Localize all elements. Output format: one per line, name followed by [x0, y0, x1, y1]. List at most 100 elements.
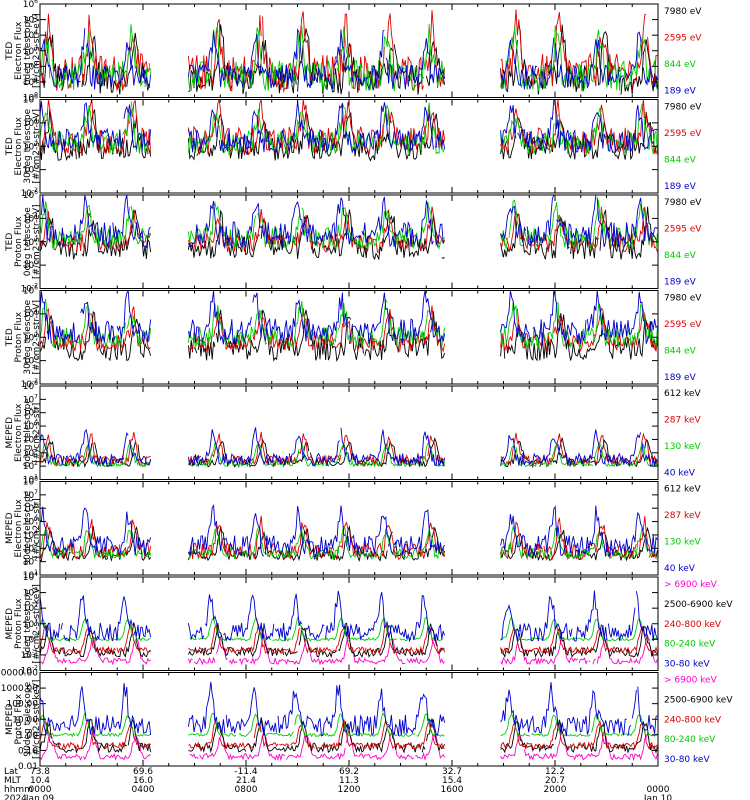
y-axis-label-line: [#/cm2-s-str-keV]: [32, 680, 42, 759]
y-tick-label: 106: [23, 189, 38, 201]
time-axis-value: 20.7: [545, 776, 565, 786]
legend-entry-1: 612 keV: [664, 389, 701, 399]
y-tick-label: 102: [23, 236, 38, 248]
series-4-trace: [40, 427, 658, 468]
y-axis-label-line: TED: [5, 137, 15, 156]
y-tick-label: 100: [23, 92, 38, 104]
legend-entry-4: 80-240 keV: [664, 640, 716, 650]
time-axis-value: 32.7: [442, 767, 462, 777]
y-axis-label-line: 0deg telescope: [23, 398, 33, 468]
legend-entry-1: 7980 eV: [664, 103, 702, 113]
y-tick-label: 10-2: [21, 665, 39, 677]
panel-8: 0.01 0.10 1.00 10.00 100.00 1000.00 10000.00 ME…: [0, 669, 733, 773]
y-tick-label: 101: [23, 474, 38, 486]
y-tick-label: 102: [23, 140, 38, 152]
y-tick-label: 108: [23, 380, 38, 392]
panel-2: 10-2 100 102 104 106 TED Electron Flux 30deg te…: [5, 94, 702, 200]
time-axis-value: 0000: [29, 785, 52, 795]
legend-entry-2: 2500-6900 keV: [664, 695, 733, 705]
y-tick-label: 102: [23, 460, 38, 472]
y-tick-label: 105: [23, 420, 38, 432]
time-axis-value: 16.0: [133, 776, 153, 786]
y-tick-label: 104: [23, 117, 38, 129]
y-tick-label: 10000.00: [0, 669, 38, 679]
legend-entry-2: 2500-6900 keV: [664, 600, 733, 610]
y-axis-label-line: TED: [5, 42, 15, 61]
time-axis-value: 11.3: [339, 776, 359, 786]
legend-entry-4: 40 keV: [664, 564, 696, 574]
data-traces: [40, 290, 658, 362]
series-4-trace: [40, 99, 658, 154]
y-axis-label-line: Electron Flux: [14, 403, 24, 462]
legend-entry-4: 189 eV: [664, 87, 697, 97]
y-axis-label-line: Electron Flux: [14, 116, 24, 175]
series-5-trace: [40, 590, 658, 643]
legend-entry-3: 844 eV: [664, 347, 697, 357]
y-axis-label-line: [#/cm2-s-str-eV]: [32, 13, 42, 88]
time-axis-value: 2000: [544, 785, 567, 795]
time-axis-row-label: MLT: [4, 776, 22, 786]
legend-entry-3: 130 keV: [664, 442, 701, 452]
series-4-trace: [40, 504, 658, 557]
y-tick-label: 100.00: [7, 700, 39, 710]
y-axis-label-line: TED: [5, 328, 15, 347]
y-tick-label: 10-1: [21, 649, 39, 661]
time-axis-value: 10.4: [30, 776, 50, 786]
y-tick-label: 102: [23, 602, 38, 614]
y-tick-label: 100: [23, 164, 38, 176]
y-tick-label: 107: [23, 489, 38, 501]
y-axis-label-line: MEPED: [5, 512, 15, 544]
legend-entry-2: 287 keV: [664, 416, 701, 426]
series-5-trace: [40, 681, 658, 737]
panel-frame: [39, 672, 659, 767]
y-axis-label-line: MEPED: [5, 703, 15, 735]
y-tick-label: 106: [23, 502, 38, 514]
panel-4: 10-2 100 102 104 106 TED Proton Flux 30deg tele…: [5, 285, 702, 391]
legend-entry-4: 40 keV: [664, 469, 696, 479]
time-axis-value: 69.6: [133, 767, 153, 777]
data-traces: [40, 9, 658, 95]
y-tick-label: 104: [23, 29, 38, 41]
y-tick-label: 104: [23, 212, 38, 224]
y-axis-label-line: [#/cm2-s-str]: [32, 403, 42, 463]
y-axis-label-line: Electron Flux: [14, 498, 24, 557]
y-tick-label: 106: [23, 407, 38, 419]
y-axis-label-line: [#/cm2-s-str]: [32, 498, 42, 558]
time-axis-value: 69.2: [339, 767, 359, 777]
data-traces: [40, 504, 658, 562]
legend-entry-3: 240-800 keV: [664, 715, 722, 725]
legend-entry-1: > 6900 keV: [664, 676, 718, 686]
y-axis-label-line: 30deg telescope: [23, 299, 33, 374]
time-axis-value: Jan 09: [25, 794, 54, 800]
legend-entry-4: 189 eV: [664, 278, 697, 288]
y-tick-label: 0.01: [18, 762, 38, 772]
y-axis-label-line: 0deg telescope: [23, 16, 33, 86]
legend-entry-3: 844 eV: [664, 251, 697, 261]
series-2-trace: [40, 622, 658, 659]
time-axis-value: 0800: [235, 785, 258, 795]
legend-entry-2: 2595 eV: [664, 34, 702, 44]
y-tick-label: 102: [23, 60, 38, 72]
y-axis-label-line: 90deg telescope: [23, 681, 33, 756]
y-tick-label: 1.00: [18, 731, 38, 741]
legend-entry-1: > 6900 keV: [664, 580, 718, 590]
legend-entry-2: 287 keV: [664, 511, 701, 521]
legend-entry-4: 189 eV: [664, 182, 697, 192]
data-traces: [40, 681, 658, 762]
y-axis-label-line: 30deg telescope: [23, 108, 33, 183]
time-axis-value: 15.4: [442, 776, 462, 786]
series-4-trace: [40, 195, 658, 249]
legend-entry-4: 189 eV: [664, 373, 697, 383]
y-tick-label: 106: [23, 285, 38, 297]
y-tick-label: 100: [23, 355, 38, 367]
y-tick-label: 103: [23, 542, 38, 554]
y-tick-label: 104: [23, 433, 38, 445]
time-axis-row-label: Lat: [4, 767, 19, 777]
time-axis-value: 21.4: [236, 776, 256, 786]
y-axis-label-line: Proton Flux: [14, 598, 24, 649]
y-tick-label: 100: [23, 633, 38, 645]
legend-entry-3: 844 eV: [664, 60, 697, 70]
y-tick-label: 104: [23, 571, 38, 583]
